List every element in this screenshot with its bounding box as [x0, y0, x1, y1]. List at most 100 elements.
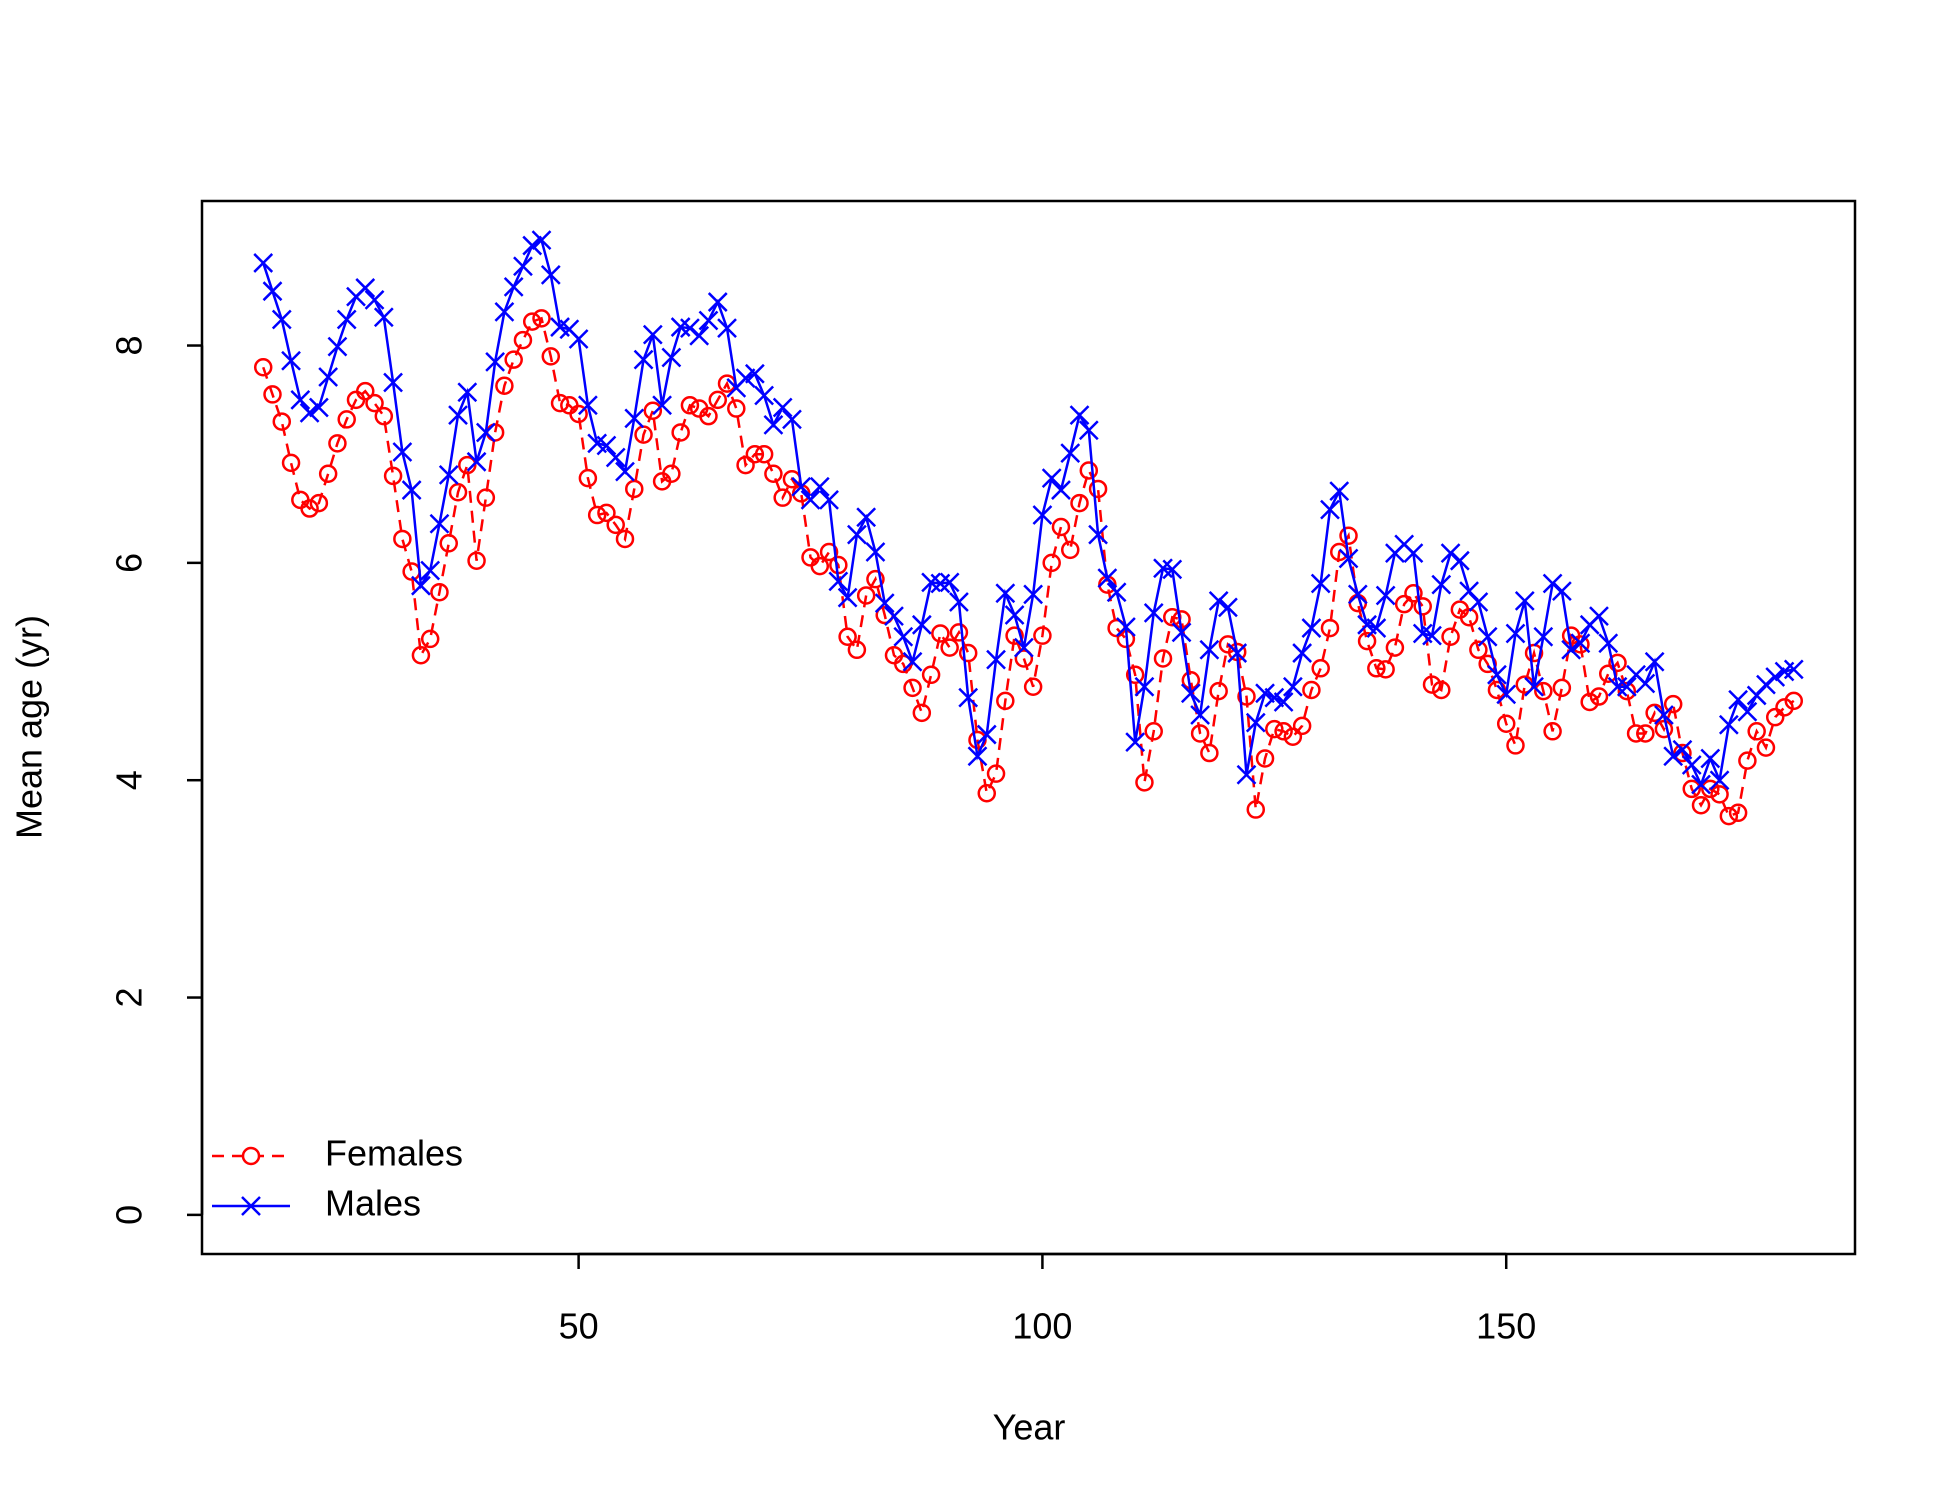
point [1245, 712, 1266, 733]
point [1663, 694, 1683, 714]
point [1190, 705, 1210, 725]
point [263, 385, 282, 404]
point [411, 645, 431, 665]
point [364, 290, 385, 310]
point [754, 444, 774, 464]
point [513, 256, 533, 277]
point [1106, 582, 1127, 603]
point [262, 281, 283, 302]
point [1051, 480, 1071, 500]
point [1051, 517, 1071, 537]
point [1783, 659, 1804, 680]
point [337, 410, 356, 429]
y-tick-label: 0 [109, 1205, 150, 1225]
point [503, 276, 524, 297]
point [958, 643, 978, 663]
point [1320, 499, 1340, 520]
point [809, 476, 830, 497]
point [1784, 691, 1804, 711]
point [1125, 665, 1145, 685]
point [1320, 618, 1340, 638]
point [439, 534, 458, 553]
point [1580, 692, 1599, 712]
point [309, 493, 329, 513]
point [1738, 751, 1757, 770]
point [467, 551, 486, 570]
point [373, 307, 394, 328]
point [392, 442, 413, 462]
point [1432, 680, 1451, 700]
point [1672, 739, 1693, 760]
point [1506, 736, 1525, 755]
point [1441, 627, 1460, 647]
point [485, 351, 506, 372]
point [1143, 602, 1164, 623]
point [1496, 684, 1517, 705]
point [475, 422, 496, 443]
y-tick-label: 8 [109, 336, 150, 356]
point [680, 396, 700, 415]
point [374, 406, 394, 426]
point [1329, 481, 1350, 502]
y-axis-title: Mean age (yr) [9, 615, 50, 839]
point [606, 515, 625, 535]
point [1311, 659, 1330, 678]
point [1589, 687, 1609, 706]
point [1199, 639, 1220, 660]
point [438, 464, 459, 485]
point [504, 350, 523, 369]
point [967, 746, 988, 767]
point [1014, 649, 1034, 668]
point [1357, 631, 1377, 651]
point [1153, 649, 1173, 668]
point [541, 347, 561, 366]
point [1078, 420, 1099, 441]
point [253, 253, 274, 273]
point [1338, 548, 1359, 569]
point [1422, 675, 1442, 694]
y-tick-label: 6 [109, 553, 150, 573]
x-tick-label: 100 [1012, 1306, 1072, 1347]
point [1607, 676, 1628, 697]
point [1125, 732, 1146, 753]
point [698, 310, 719, 331]
point [1227, 643, 1248, 663]
point [996, 691, 1015, 711]
point [1403, 543, 1424, 563]
point [1514, 591, 1535, 611]
point [662, 464, 681, 484]
point [1042, 553, 1061, 573]
point [1236, 764, 1257, 785]
point [1265, 719, 1284, 739]
point [1709, 770, 1730, 791]
point [902, 651, 923, 672]
point [291, 490, 310, 510]
point [1673, 743, 1692, 763]
point [476, 488, 496, 507]
point [1682, 779, 1701, 799]
point [1209, 681, 1228, 701]
point [1237, 687, 1256, 706]
point [1394, 594, 1414, 614]
point [1282, 676, 1303, 697]
point [625, 479, 644, 499]
point [1449, 550, 1470, 571]
point [1376, 660, 1395, 679]
point [365, 393, 384, 413]
point [578, 395, 598, 416]
point [773, 488, 792, 507]
point [1663, 746, 1684, 767]
point [1218, 597, 1238, 618]
legend-marker [241, 1196, 261, 1216]
point [1765, 707, 1785, 727]
point [763, 414, 784, 435]
point [1551, 581, 1572, 602]
point [300, 499, 319, 518]
point [977, 783, 997, 803]
point [772, 397, 793, 418]
point [865, 542, 886, 562]
point [532, 309, 551, 328]
point [1710, 785, 1729, 804]
point [605, 447, 626, 468]
point [912, 703, 932, 723]
